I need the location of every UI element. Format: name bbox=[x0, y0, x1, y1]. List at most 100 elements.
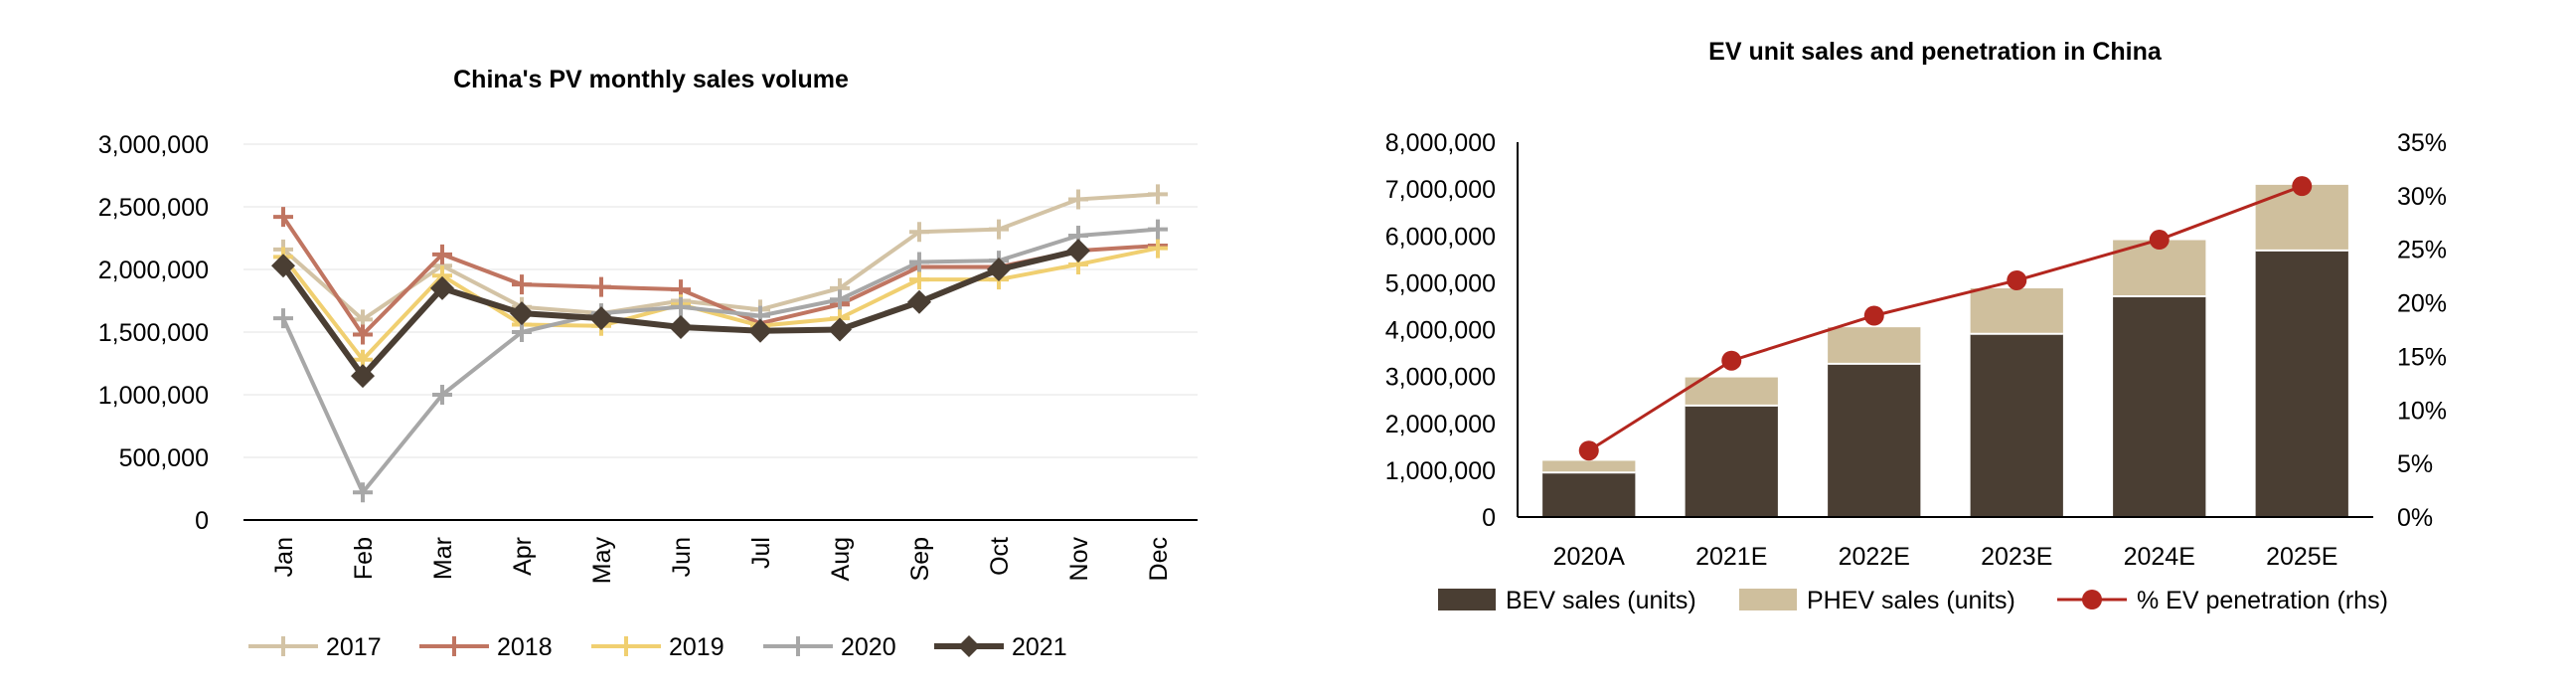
pv-point-2019-dec bbox=[1148, 238, 1168, 259]
pv-x-tick-oct: Oct bbox=[986, 537, 1014, 576]
pv-x-tick-apr: Apr bbox=[509, 537, 537, 576]
ev-y-tick-label: 7,000,000 bbox=[1385, 176, 1496, 204]
pv-point-2021-jun bbox=[669, 314, 693, 339]
ev-y2-tick-label: 20% bbox=[2397, 290, 2447, 318]
ev-bars bbox=[1542, 184, 2348, 517]
pv-point-2017-nov bbox=[1068, 189, 1088, 210]
pv-point-2018-feb bbox=[353, 324, 373, 345]
ev-bar-bev-2021e bbox=[1685, 405, 1778, 517]
pv-line-2017 bbox=[281, 192, 1159, 322]
ev-legend-marker-penetration bbox=[2082, 590, 2102, 609]
pv-point-2021-sep bbox=[907, 289, 931, 314]
pv-sales-chart: China's PV monthly sales volume 0 500,000… bbox=[98, 66, 1198, 661]
pv-x-tick-labels: Jan Feb Mar Apr May Jun Jul Aug Sep Oct Nov Dec bbox=[270, 537, 1173, 585]
pv-legend-marker-2017 bbox=[273, 636, 293, 656]
pv-point-2020-aug bbox=[830, 289, 850, 310]
ev-y-tick-labels: 0 1,000,000 2,000,000 3,000,000 4,000,000 5,0… bbox=[1385, 129, 1496, 532]
ev-bar-phev-2020a bbox=[1542, 460, 1636, 473]
pv-y-tick-label: 2,500,000 bbox=[98, 194, 209, 222]
ev-legend-item-bev: BEV sales (units) bbox=[1438, 587, 1696, 614]
ev-y2-tick-labels: 0% 5% 10% 15% 20% 25% 30% 35% bbox=[2397, 129, 2447, 532]
pv-y-tick-labels: 0 500,000 1,000,000 1,500,000 2,000,000 2,500… bbox=[98, 131, 209, 535]
ev-x-tick-labels: 2020A 2021E 2022E 2023E 2024E 2025E bbox=[1553, 543, 2338, 571]
ev-x-tick-2020a: 2020A bbox=[1553, 543, 1626, 571]
ev-y-tick-label: 0 bbox=[1482, 504, 1496, 532]
pv-gridlines bbox=[243, 143, 1198, 458]
pv-legend-item-2017: 2017 bbox=[248, 633, 382, 661]
ev-penetration-point-2024e bbox=[2149, 230, 2170, 251]
pv-x-tick-jun: Jun bbox=[668, 537, 696, 577]
ev-legend-item-penetration: % EV penetration (rhs) bbox=[2057, 587, 2388, 614]
ev-bar-phev-2023e bbox=[1970, 288, 2063, 334]
ev-bar-bev-2022e bbox=[1828, 363, 1921, 517]
ev-bar-bev-2020a bbox=[1542, 472, 1636, 517]
ev-y-tick-label: 3,000,000 bbox=[1385, 364, 1496, 392]
ev-y-tick-label: 4,000,000 bbox=[1385, 317, 1496, 345]
pv-point-2021-feb bbox=[351, 364, 375, 389]
pv-line-2020 bbox=[281, 227, 1159, 495]
pv-series bbox=[271, 184, 1168, 503]
pv-point-2018-jan bbox=[273, 207, 293, 228]
ev-legend-label-bev: BEV sales (units) bbox=[1506, 587, 1696, 614]
pv-legend-marker-2020 bbox=[788, 636, 808, 656]
ev-y-tick-label: 2,000,000 bbox=[1385, 411, 1496, 438]
ev-y-tick-label: 8,000,000 bbox=[1385, 129, 1496, 157]
pv-series-2021 bbox=[271, 239, 1090, 389]
pv-y-tick-label: 1,000,000 bbox=[98, 382, 209, 410]
pv-legend-marker-2021 bbox=[958, 635, 980, 657]
pv-y-tick-label: 2,000,000 bbox=[98, 257, 209, 284]
pv-y-tick-label: 1,500,000 bbox=[98, 319, 209, 347]
pv-legend-item-2018: 2018 bbox=[419, 633, 553, 661]
pv-legend-marker-2019 bbox=[616, 636, 636, 656]
pv-point-2021-jan bbox=[271, 254, 295, 278]
ev-legend-swatch-phev bbox=[1739, 589, 1797, 610]
pv-y-tick-label: 500,000 bbox=[119, 444, 209, 472]
pv-point-2021-mar bbox=[430, 275, 454, 300]
ev-y2-tick-label: 5% bbox=[2397, 450, 2433, 478]
ev-legend-label-phev: PHEV sales (units) bbox=[1807, 587, 2015, 614]
ev-legend-item-phev: PHEV sales (units) bbox=[1739, 587, 2015, 614]
ev-legend-label-penetration: % EV penetration (rhs) bbox=[2137, 587, 2388, 614]
ev-x-tick-2022e: 2022E bbox=[1839, 543, 1910, 571]
ev-bar-bev-2025e bbox=[2255, 250, 2348, 517]
pv-x-tick-may: May bbox=[588, 537, 616, 585]
pv-x-tick-sep: Sep bbox=[906, 537, 934, 581]
ev-y2-tick-label: 25% bbox=[2397, 237, 2447, 264]
ev-penetration-point-2023e bbox=[2007, 269, 2027, 290]
pv-point-2020-sep bbox=[909, 252, 929, 272]
ev-penetration-point-2020a bbox=[1578, 440, 1599, 461]
pv-point-2018-mar bbox=[432, 244, 452, 264]
ev-y-tick-label: 1,000,000 bbox=[1385, 457, 1496, 485]
ev-sales-chart: EV unit sales and penetration in China 0… bbox=[1385, 38, 2447, 614]
ev-y2-tick-label: 15% bbox=[2397, 343, 2447, 371]
pv-legend-item-2021: 2021 bbox=[934, 633, 1067, 661]
pv-legend: 2017 2018 2019 2020 2021 bbox=[248, 633, 1067, 661]
pv-x-tick-dec: Dec bbox=[1145, 537, 1173, 581]
ev-legend: BEV sales (units) PHEV sales (units) % EV … bbox=[1438, 587, 2388, 614]
pv-chart-title: China's PV monthly sales volume bbox=[453, 66, 849, 93]
ev-y2-tick-label: 10% bbox=[2397, 397, 2447, 425]
pv-legend-label-2020: 2020 bbox=[841, 633, 896, 661]
ev-penetration-line bbox=[1578, 176, 2313, 461]
pv-point-2021-aug bbox=[828, 317, 852, 342]
ev-legend-swatch-bev bbox=[1438, 589, 1496, 610]
ev-penetration-polyline bbox=[1587, 184, 2303, 452]
pv-x-tick-nov: Nov bbox=[1065, 537, 1093, 582]
ev-penetration-point-2022e bbox=[1863, 305, 1884, 326]
pv-point-2017-oct bbox=[989, 219, 1009, 240]
pv-point-2020-feb bbox=[353, 482, 373, 503]
pv-y-tick-label: 3,000,000 bbox=[98, 131, 209, 159]
pv-point-2020-dec bbox=[1148, 219, 1168, 240]
pv-point-2017-sep bbox=[909, 222, 929, 243]
pv-point-2020-mar bbox=[432, 385, 452, 405]
pv-legend-label-2017: 2017 bbox=[326, 633, 382, 661]
ev-y2-tick-label: 0% bbox=[2397, 504, 2433, 532]
ev-axes bbox=[1517, 142, 2373, 518]
pv-x-tick-mar: Mar bbox=[429, 537, 457, 580]
ev-y2-tick-label: 30% bbox=[2397, 183, 2447, 211]
ev-chart-title: EV unit sales and penetration in China bbox=[1708, 38, 2163, 66]
pv-legend-label-2018: 2018 bbox=[497, 633, 553, 661]
pv-legend-label-2019: 2019 bbox=[669, 633, 724, 661]
